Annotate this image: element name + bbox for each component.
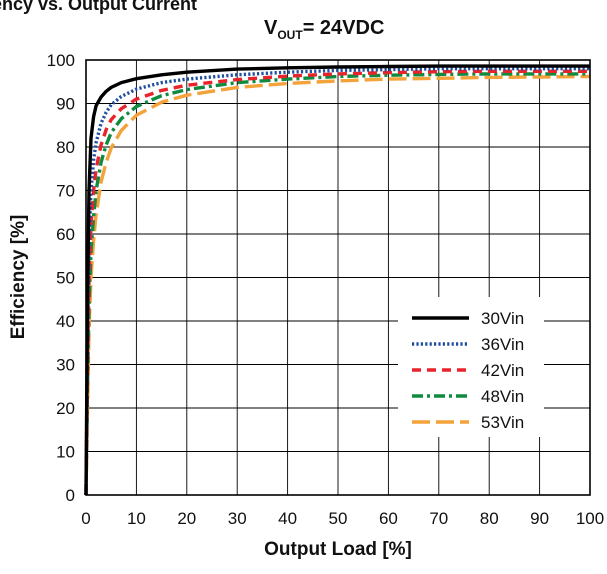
x-tick-labels: 0 10 20 30 40 50 60 70 80 90 100 [81, 509, 604, 528]
x-tick-label: 10 [127, 509, 146, 528]
subtitle-subscript: OUT [277, 28, 303, 42]
series-line-36vin [84, 67, 590, 496]
y-tick-labels: 0 10 20 30 40 50 60 70 80 90 100 [47, 51, 75, 505]
x-tick-label: 20 [177, 509, 196, 528]
y-tick-label: 20 [56, 399, 75, 418]
series-line-42vin [84, 69, 590, 496]
x-tick-label: 50 [329, 509, 348, 528]
x-tick-label: 60 [379, 509, 398, 528]
y-tick-label: 100 [47, 51, 75, 70]
legend-box [398, 297, 544, 437]
y-tick-label: 0 [66, 486, 75, 505]
x-tick-label: 80 [480, 509, 499, 528]
x-tick-label: 0 [81, 509, 90, 528]
legend-label: 48Vin [481, 387, 524, 406]
y-tick-label: 60 [56, 225, 75, 244]
series-line-30vin [84, 64, 590, 496]
x-tick-label: 30 [228, 509, 247, 528]
x-tick-label: 90 [530, 509, 549, 528]
chart-subtitle: VOUT= 24VDC [264, 17, 384, 42]
page-title: ency vs. Output Current [0, 0, 197, 14]
x-tick-label: 70 [429, 509, 448, 528]
legend-items: 30Vin 36Vin 42Vin 48Vin 53Vin [412, 309, 524, 432]
y-tick-label: 70 [56, 182, 75, 201]
subtitle-prefix: V [264, 17, 278, 39]
legend-label: 53Vin [481, 413, 524, 432]
legend-label: 30Vin [481, 309, 524, 328]
y-axis-label: Efficiency [%] [8, 215, 29, 340]
x-axis-label: Output Load [%] [264, 539, 412, 560]
legend-label: 42Vin [481, 361, 524, 380]
y-tick-label: 40 [56, 312, 75, 331]
series-line-48vin [84, 72, 590, 496]
series-layer [84, 64, 591, 496]
y-tick-label: 30 [56, 356, 75, 375]
legend: 30Vin 36Vin 42Vin 48Vin 53Vin [398, 297, 544, 437]
legend-label: 36Vin [481, 335, 524, 354]
x-tick-label: 40 [278, 509, 297, 528]
subtitle-suffix: = 24VDC [303, 17, 385, 39]
y-tick-label: 90 [56, 95, 75, 114]
y-tick-label: 50 [56, 269, 75, 288]
x-tick-label: 100 [576, 509, 604, 528]
y-tick-label: 10 [56, 443, 75, 462]
plot-frame [85, 59, 591, 496]
y-tick-label: 80 [56, 138, 75, 157]
